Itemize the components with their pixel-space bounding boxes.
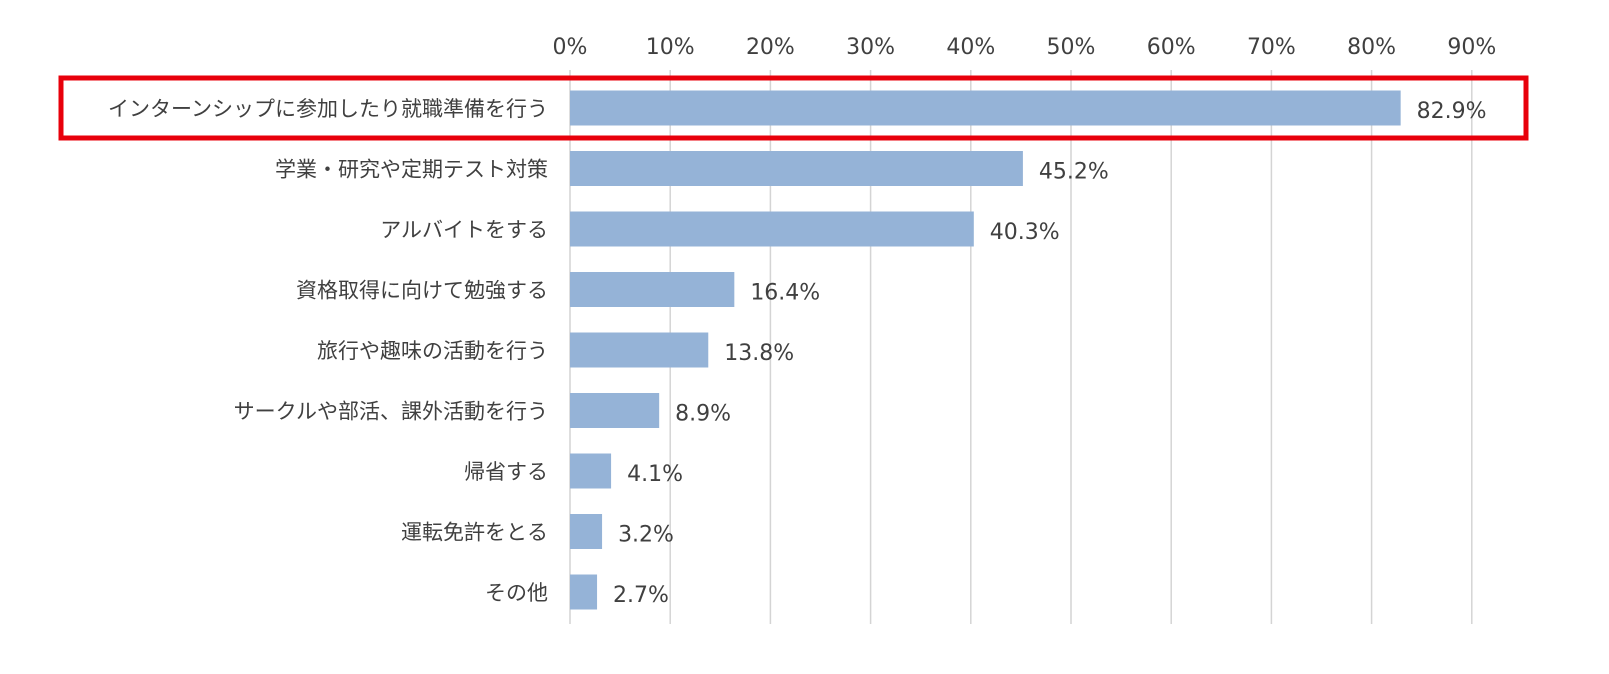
x-tick-label: 10%: [646, 35, 695, 60]
bar: [570, 332, 709, 368]
x-tick-label: 50%: [1047, 35, 1096, 60]
value-label: 16.4%: [750, 281, 820, 306]
x-tick-label: 0%: [553, 35, 588, 60]
x-axis-tick-labels: 0% 10% 20% 30% 40% 50% 60% 70% 80% 90%: [553, 35, 1497, 60]
category-label: 運転免許をとる: [401, 521, 548, 545]
category-labels: インターンシップに参加したり就職準備を行う学業・研究や定期テスト対策アルバイトを…: [108, 97, 548, 605]
x-tick-label: 90%: [1447, 35, 1496, 60]
value-label: 40.3%: [990, 220, 1060, 245]
x-tick-label: 40%: [946, 35, 995, 60]
x-tick-label: 20%: [746, 35, 795, 60]
value-label: 82.9%: [1417, 99, 1487, 124]
x-tick-label: 30%: [846, 35, 895, 60]
x-tick-label: 60%: [1147, 35, 1196, 60]
x-tick-label: 70%: [1247, 35, 1296, 60]
value-labels: 82.9% 45.2% 40.3% 16.4% 13.8% 8.9% 4.1% 3.2% 2.7…: [613, 99, 1486, 608]
x-tick-label: 80%: [1347, 35, 1396, 60]
category-label: 学業・研究や定期テスト対策: [275, 158, 548, 182]
highlight-frame: [58, 75, 1529, 141]
bar: [570, 272, 735, 307]
bar: [570, 211, 974, 247]
bar: [570, 514, 603, 549]
category-label: その他: [485, 581, 548, 605]
category-label: 帰省する: [464, 460, 548, 484]
bars: [570, 90, 1401, 610]
bar: [570, 453, 612, 489]
highlight-layer: [58, 75, 1529, 141]
value-label: 2.7%: [613, 583, 669, 608]
category-label: 旅行や趣味の活動を行う: [317, 339, 548, 363]
bar: [570, 151, 1023, 186]
bar: [570, 574, 598, 610]
value-label: 45.2%: [1039, 160, 1109, 185]
value-label: 3.2%: [618, 523, 674, 548]
bar: [570, 90, 1401, 126]
value-label: 4.1%: [627, 462, 683, 487]
category-label: サークルや部活、課外活動を行う: [234, 400, 548, 424]
value-label: 13.8%: [724, 341, 794, 366]
bar: [570, 393, 660, 428]
value-label: 8.9%: [675, 402, 731, 427]
category-label: インターンシップに参加したり就職準備を行う: [108, 97, 548, 121]
category-label: 資格取得に向けて勉強する: [296, 279, 548, 303]
category-label: アルバイトをする: [380, 218, 548, 242]
